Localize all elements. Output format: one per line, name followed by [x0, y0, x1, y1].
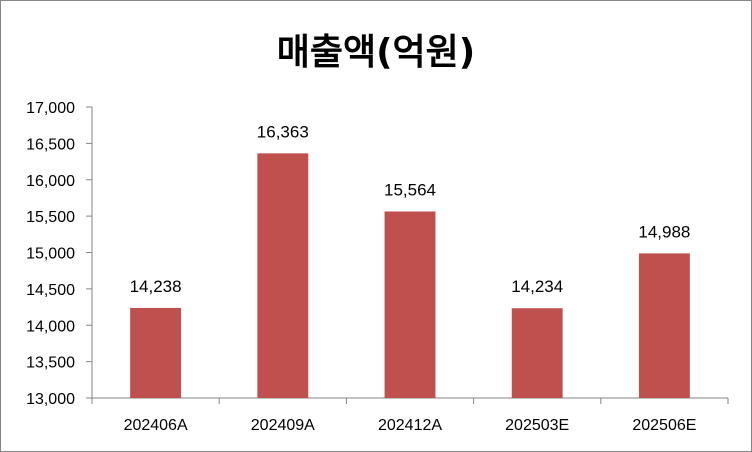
data-label: 14,988 [638, 222, 690, 241]
bar [130, 307, 182, 398]
y-tick-label: 15,500 [26, 209, 75, 226]
data-label: 15,564 [384, 180, 436, 199]
y-tick-label: 15,000 [26, 246, 75, 263]
bar [511, 308, 563, 398]
x-tick-label: 202506E [632, 417, 696, 434]
bar [384, 211, 436, 398]
data-label: 14,238 [130, 277, 182, 296]
y-tick-label: 16,500 [26, 136, 75, 153]
y-tick-label: 14,500 [26, 282, 75, 299]
bars [130, 153, 690, 398]
data-labels: 14,238 16,363 15,564 14,234 14,988 [130, 122, 691, 296]
data-label: 16,363 [257, 122, 309, 141]
y-tick-label: 17,000 [26, 100, 75, 117]
chart-title: 매출액(억원) [277, 32, 476, 73]
bar [638, 253, 690, 398]
x-tick-label: 202412A [378, 417, 442, 434]
data-label: 14,234 [511, 277, 563, 296]
x-tick-label: 202503E [505, 417, 569, 434]
y-tick-label: 16,000 [26, 173, 75, 190]
x-tick-label: 202406A [124, 417, 188, 434]
x-tick-label: 202409A [251, 417, 315, 434]
x-axis: 202406A 202409A 202412A 202503E 202506E [91, 397, 729, 434]
y-tick-label: 13,500 [26, 355, 75, 372]
y-axis: 13,000 13,500 14,000 14,500 15,000 15,500 16,0… [26, 100, 93, 408]
y-tick-label: 14,000 [26, 318, 75, 335]
bar [257, 153, 309, 398]
y-tick-label: 13,000 [26, 391, 75, 408]
